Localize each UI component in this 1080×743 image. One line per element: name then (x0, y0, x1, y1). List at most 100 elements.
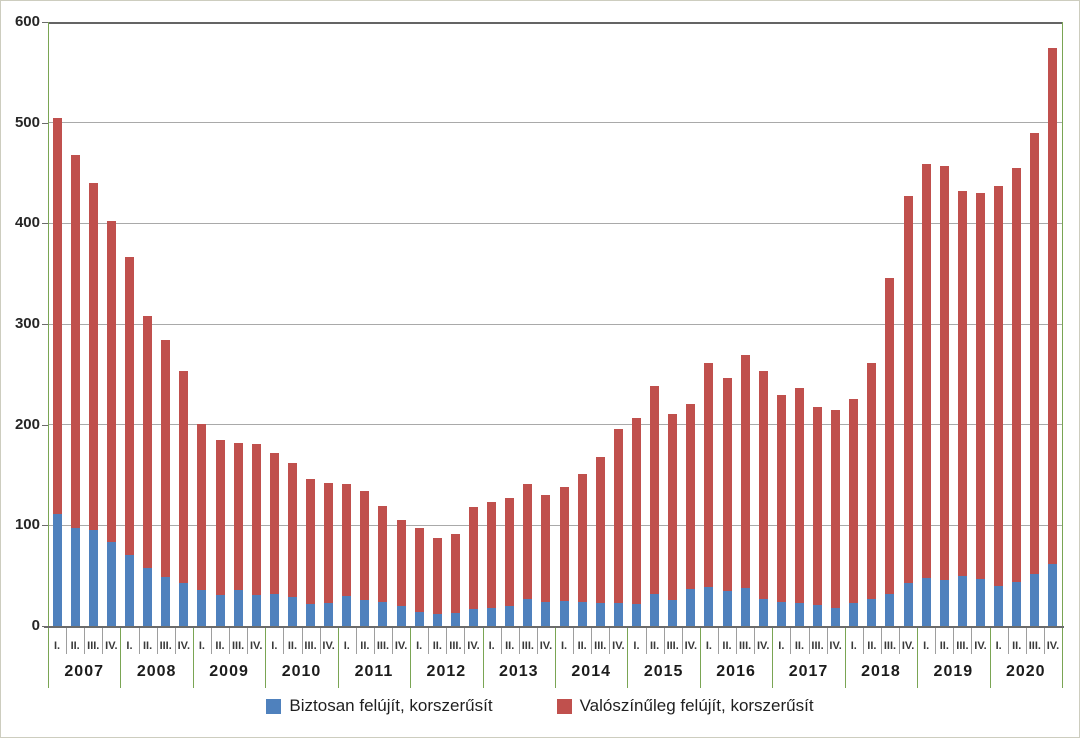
quarter-tick (210, 628, 212, 654)
bar-segment-blue (921, 577, 931, 626)
bar-segment-red (324, 483, 334, 603)
quarter-tick (355, 628, 357, 654)
bar-segment-blue (215, 594, 225, 626)
bar-segment-blue (414, 611, 424, 626)
quarter-tick (500, 628, 502, 654)
quarter-tick (301, 628, 303, 654)
bar-segment-red (469, 507, 479, 609)
bar-segment-blue (70, 528, 80, 626)
bar-segment-red (776, 395, 786, 602)
quarter-label: III. (376, 640, 390, 652)
year-label: 2020 (1005, 663, 1046, 680)
quarter-label: IV. (105, 640, 118, 652)
quarter-tick (1025, 628, 1027, 654)
quarter-tick (536, 628, 538, 654)
legend-label: Biztosan felújít, korszerűsít (289, 696, 493, 715)
quarter-label: II. (215, 640, 225, 652)
y-axis-tick (42, 223, 48, 225)
bar-segment-blue (505, 605, 515, 626)
bar-segment-red (813, 406, 823, 605)
year-separator (265, 628, 267, 688)
quarter-tick (229, 628, 231, 654)
y-axis-label: 500 (14, 113, 40, 131)
gridline-400 (48, 222, 1062, 224)
gridline-500 (48, 122, 1062, 124)
bar-segment-red (124, 256, 134, 555)
bar-segment-red (686, 403, 696, 589)
quarter-tick (880, 628, 882, 654)
bar-segment-red (740, 355, 750, 588)
bar-segment-blue (396, 605, 406, 626)
year-separator (482, 628, 484, 688)
bar-segment-blue (1030, 573, 1040, 626)
year-label: 2013 (498, 663, 539, 680)
legend-label: Valószínűleg felújít, korszerűsít (579, 696, 814, 715)
bar-segment-red (106, 221, 116, 543)
bar-segment-red (939, 165, 949, 580)
bar-segment-blue (450, 612, 460, 626)
bar-segment-blue (813, 604, 823, 626)
bar-segment-blue (143, 567, 153, 626)
quarter-tick (428, 628, 430, 654)
bar-segment-red (233, 442, 243, 590)
bar-segment-red (52, 117, 62, 515)
bar-segment-blue (849, 602, 859, 626)
plot-top-border (48, 22, 1062, 24)
y-axis-label: 200 (14, 415, 40, 433)
bar-segment-red (287, 462, 297, 597)
bar-segment-red (976, 193, 986, 579)
quarter-tick (392, 628, 394, 654)
quarter-label: II. (1012, 640, 1022, 652)
bar-segment-red (432, 538, 442, 614)
y-axis-tick (42, 122, 48, 124)
legend: Biztosan felújít, korszerűsít Valószínűl… (0, 696, 1080, 716)
bar-segment-red (758, 371, 768, 599)
quarter-label: III. (87, 640, 100, 652)
quarter-tick (247, 628, 249, 654)
bar-segment-red (867, 363, 877, 599)
quarter-label: I. (850, 640, 857, 652)
bar-segment-red (921, 163, 931, 578)
bar-segment-red (541, 495, 551, 602)
quarter-label: II. (577, 640, 587, 652)
bar-segment-red (704, 363, 714, 587)
bar-segment-blue (197, 589, 207, 626)
year-separator (627, 628, 629, 688)
quarter-tick (663, 628, 665, 654)
quarter-label: IV. (829, 640, 842, 652)
y-axis-label: 400 (14, 214, 40, 232)
quarter-tick (681, 628, 683, 654)
quarter-label: I. (198, 640, 205, 652)
quarter-tick (464, 628, 466, 654)
quarter-tick (174, 628, 176, 654)
gridline-100 (48, 524, 1062, 526)
bar-segment-blue (124, 554, 134, 626)
bar-segment-blue (613, 602, 623, 626)
y-axis-tick (42, 324, 48, 325)
quarter-label: IV. (539, 640, 553, 652)
quarter-label: I. (343, 640, 350, 652)
year-separator (410, 628, 412, 688)
bar-segment-red (523, 484, 533, 599)
quarter-label: II. (867, 640, 877, 652)
quarter-label: IV. (322, 640, 335, 652)
bar-segment-blue (541, 601, 551, 626)
quarter-label: IV. (394, 640, 408, 652)
year-label: 2017 (788, 663, 829, 680)
bar-segment-blue (342, 595, 352, 626)
year-separator (844, 628, 846, 688)
bar-segment-red (722, 378, 732, 591)
bar-segment-blue (306, 603, 316, 626)
bar-segment-blue (758, 598, 768, 626)
quarter-label: I. (923, 640, 930, 652)
quarter-label: II. (939, 640, 949, 652)
gridline-200 (48, 424, 1062, 426)
bar-segment-red (577, 474, 587, 602)
bar-segment-blue (324, 602, 334, 626)
quarter-label: III. (232, 640, 245, 652)
quarter-tick (1043, 628, 1045, 654)
quarter-tick (283, 628, 285, 654)
bar-segment-red (197, 423, 207, 590)
year-label: 2014 (571, 663, 611, 680)
